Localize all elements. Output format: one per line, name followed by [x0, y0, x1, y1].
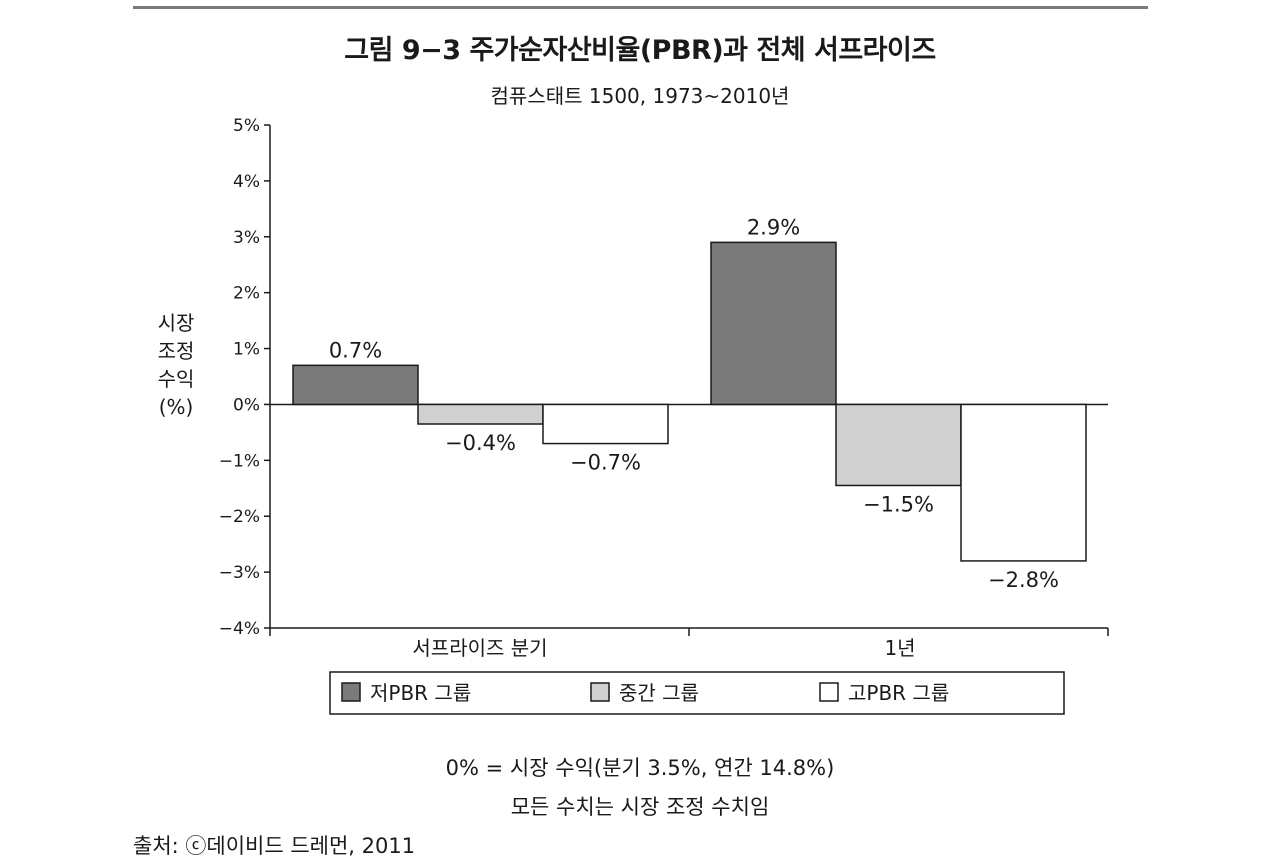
y-tick-label: −3%: [219, 563, 260, 583]
data-label: 0.7%: [329, 338, 382, 362]
data-label: −1.5%: [863, 492, 934, 516]
bar-3-2: [960, 403, 1087, 562]
data-label: −0.4%: [445, 431, 516, 455]
bar-2-1: [417, 403, 544, 425]
y-tick-label: 3%: [233, 228, 260, 248]
note-market-return: 0% = 시장 수익(분기 3.5%, 연간 14.8%): [445, 756, 835, 780]
y-tick-label: −1%: [219, 451, 260, 471]
y-axis-label: 시장: [158, 311, 195, 335]
y-axis-label: 수익: [158, 367, 195, 391]
bar-1-1: [292, 364, 419, 406]
category-label: 1년: [884, 636, 915, 660]
y-axis-label: (%): [159, 395, 194, 419]
legend-swatch: [590, 682, 610, 702]
note-adjusted: 모든 수치는 시장 조정 수치임: [510, 795, 770, 819]
data-label: −2.8%: [988, 568, 1059, 592]
category-label: 서프라이즈 분기: [412, 636, 547, 660]
legend-label: 중간 그룹: [619, 681, 699, 705]
y-tick-label: 2%: [233, 284, 260, 304]
top-rule: [133, 6, 1148, 9]
legend-swatch: [819, 682, 839, 702]
source-credit: 출처: ⓒ데이비드 드레먼, 2011: [133, 834, 416, 858]
y-tick-label: 5%: [233, 116, 260, 136]
y-tick-label: 4%: [233, 172, 260, 192]
y-tick-label: −4%: [219, 619, 260, 639]
data-label: −0.7%: [570, 451, 641, 475]
y-tick-label: −2%: [219, 507, 260, 527]
bar-3-1: [542, 403, 669, 445]
bar-2-2: [835, 403, 962, 487]
y-axis-label: 조정: [158, 339, 195, 363]
y-tick-label: 0%: [233, 395, 260, 415]
y-tick-label: 1%: [233, 340, 260, 360]
legend-box: [329, 671, 1065, 715]
data-label: 2.9%: [747, 215, 800, 239]
legend-label: 저PBR 그룹: [370, 681, 471, 705]
legend-label: 고PBR 그룹: [848, 681, 949, 705]
bar-1-2: [710, 241, 837, 406]
chart-title: 그림 9−3 주가순자산비율(PBR)과 전체 서프라이즈: [344, 35, 936, 66]
chart-subtitle: 컴퓨스태트 1500, 1973~2010년: [490, 84, 790, 108]
legend-swatch: [341, 682, 361, 702]
